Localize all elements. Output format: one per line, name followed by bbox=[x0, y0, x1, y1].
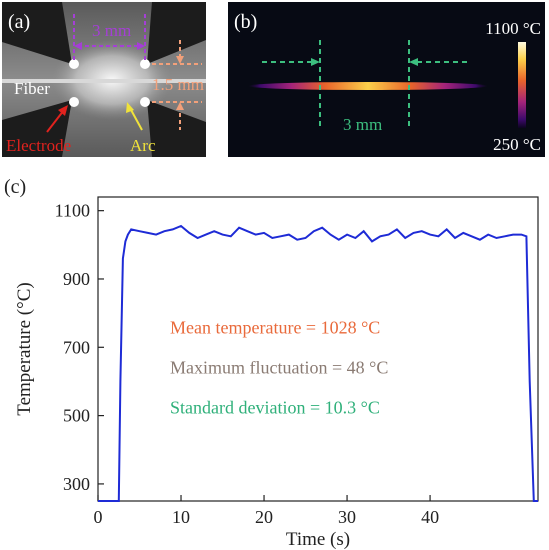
annotation-0: Mean temperature = 1028 °C bbox=[170, 318, 380, 338]
panel-a-label: (a) bbox=[8, 11, 30, 33]
gap-label: 3 mm bbox=[92, 21, 131, 40]
y-axis-label: Temperature (°C) bbox=[14, 282, 35, 415]
scale-min-label: 250 °C bbox=[493, 135, 541, 154]
length-marker bbox=[262, 40, 468, 130]
x-tick-label: 20 bbox=[255, 507, 273, 527]
electrode-bottom-left bbox=[2, 100, 72, 157]
electrode-top-left bbox=[2, 2, 72, 64]
y-tick-label: 300 bbox=[63, 474, 90, 494]
color-scale-bar bbox=[518, 42, 526, 128]
annotation-2: Standard deviation = 10.3 °C bbox=[170, 398, 380, 418]
plot-frame bbox=[97, 196, 539, 502]
x-tick-label: 30 bbox=[338, 507, 356, 527]
panel-c-label: (c) bbox=[4, 176, 26, 198]
x-axis: 0 10 20 30 40 bbox=[94, 495, 439, 527]
y-tick-label: 500 bbox=[63, 406, 90, 426]
electrode-bottom-right bbox=[147, 100, 206, 157]
panel-c-temperature-chart: (c) 300 500 700 900 1100 0 10 20 30 40 Temperatu… bbox=[4, 176, 539, 550]
x-axis-label: Time (s) bbox=[286, 529, 350, 550]
arc-label: Arc bbox=[130, 136, 156, 155]
electrode-top-right bbox=[147, 2, 206, 64]
temperature-line bbox=[98, 224, 538, 502]
x-tick-label: 0 bbox=[94, 507, 103, 527]
annotation-1: Maximum fluctuation = 48 °C bbox=[170, 358, 388, 378]
hot-zone bbox=[248, 82, 488, 90]
fiber bbox=[2, 79, 206, 83]
scale-max-label: 1100 °C bbox=[485, 19, 541, 38]
fiber-label: Fiber bbox=[14, 79, 50, 98]
gap-marker bbox=[73, 14, 146, 60]
height-label: 1.5 mm bbox=[152, 75, 204, 94]
length-label: 3 mm bbox=[343, 115, 382, 134]
panel-b-thermal-image: (b) 3 mm 1100 °C 250 °C bbox=[228, 2, 545, 157]
y-axis: 300 500 700 900 1100 bbox=[55, 201, 104, 494]
x-tick-label: 40 bbox=[421, 507, 439, 527]
electrode-label: Electrode bbox=[6, 136, 71, 155]
statistics-annotations: Mean temperature = 1028 °C Maximum fluctu… bbox=[170, 318, 388, 418]
panel-a-photo: (a) 3 mm 1.5 mm Fiber Electrode Arc bbox=[2, 2, 206, 157]
y-tick-label: 700 bbox=[63, 337, 90, 357]
panel-b-label: (b) bbox=[234, 11, 257, 33]
y-tick-label: 1100 bbox=[55, 201, 90, 221]
y-tick-label: 900 bbox=[63, 269, 90, 289]
x-tick-label: 10 bbox=[172, 507, 190, 527]
